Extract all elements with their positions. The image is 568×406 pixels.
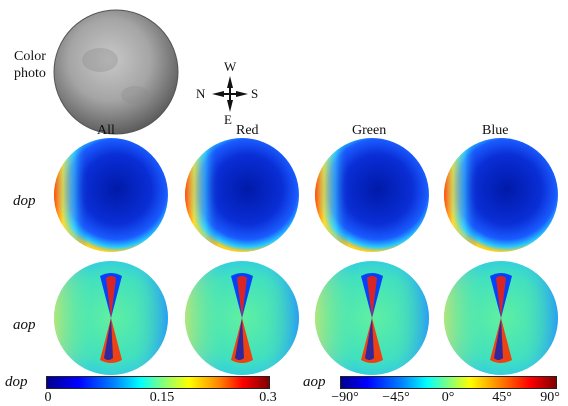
- colorbar-aop-tick: −90°: [331, 390, 359, 405]
- column-header-blue: Blue: [482, 123, 509, 138]
- aop-map-all: [54, 261, 168, 375]
- color-photo: [53, 9, 179, 135]
- dop-map-blue: [444, 138, 558, 252]
- row-label-aop: aop: [13, 317, 36, 333]
- colorbar-dop-tick: 0.3: [259, 390, 277, 405]
- column-header-all: All: [97, 123, 115, 138]
- compass-east-label: E: [224, 112, 232, 127]
- colorbar-aop-label: aop: [303, 374, 326, 390]
- aop-map-red: [185, 261, 299, 375]
- dop-map-green: [315, 138, 429, 252]
- colorbar-dop-label: dop: [5, 374, 28, 390]
- compass-north-label: N: [196, 86, 206, 101]
- aop-map-green: [315, 261, 429, 375]
- compass-icon: [212, 76, 248, 112]
- column-header-green: Green: [352, 123, 387, 138]
- colorbar-aop-tick: 45°: [492, 390, 512, 405]
- aop-map-blue: [444, 261, 558, 375]
- colorbar-dop-tick: 0: [44, 390, 52, 405]
- dop-map-all: [54, 138, 168, 252]
- color-photo-label-line2: photo: [14, 66, 46, 81]
- row-label-dop: dop: [13, 193, 36, 209]
- colorbar-aop-tick: 90°: [540, 390, 560, 405]
- colorbar-dop: [46, 376, 270, 389]
- compass-south-label: S: [251, 86, 259, 101]
- colorbar-aop-tick: −45°: [382, 390, 410, 405]
- colorbar-dop-tick: 0.15: [149, 390, 175, 405]
- compass-west-label: W: [224, 59, 237, 74]
- column-header-red: Red: [236, 123, 259, 138]
- dop-map-red: [185, 138, 299, 252]
- color-photo-label-line1: Color: [14, 49, 46, 64]
- colorbar-aop: [340, 376, 557, 389]
- colorbar-aop-tick: 0°: [441, 390, 455, 405]
